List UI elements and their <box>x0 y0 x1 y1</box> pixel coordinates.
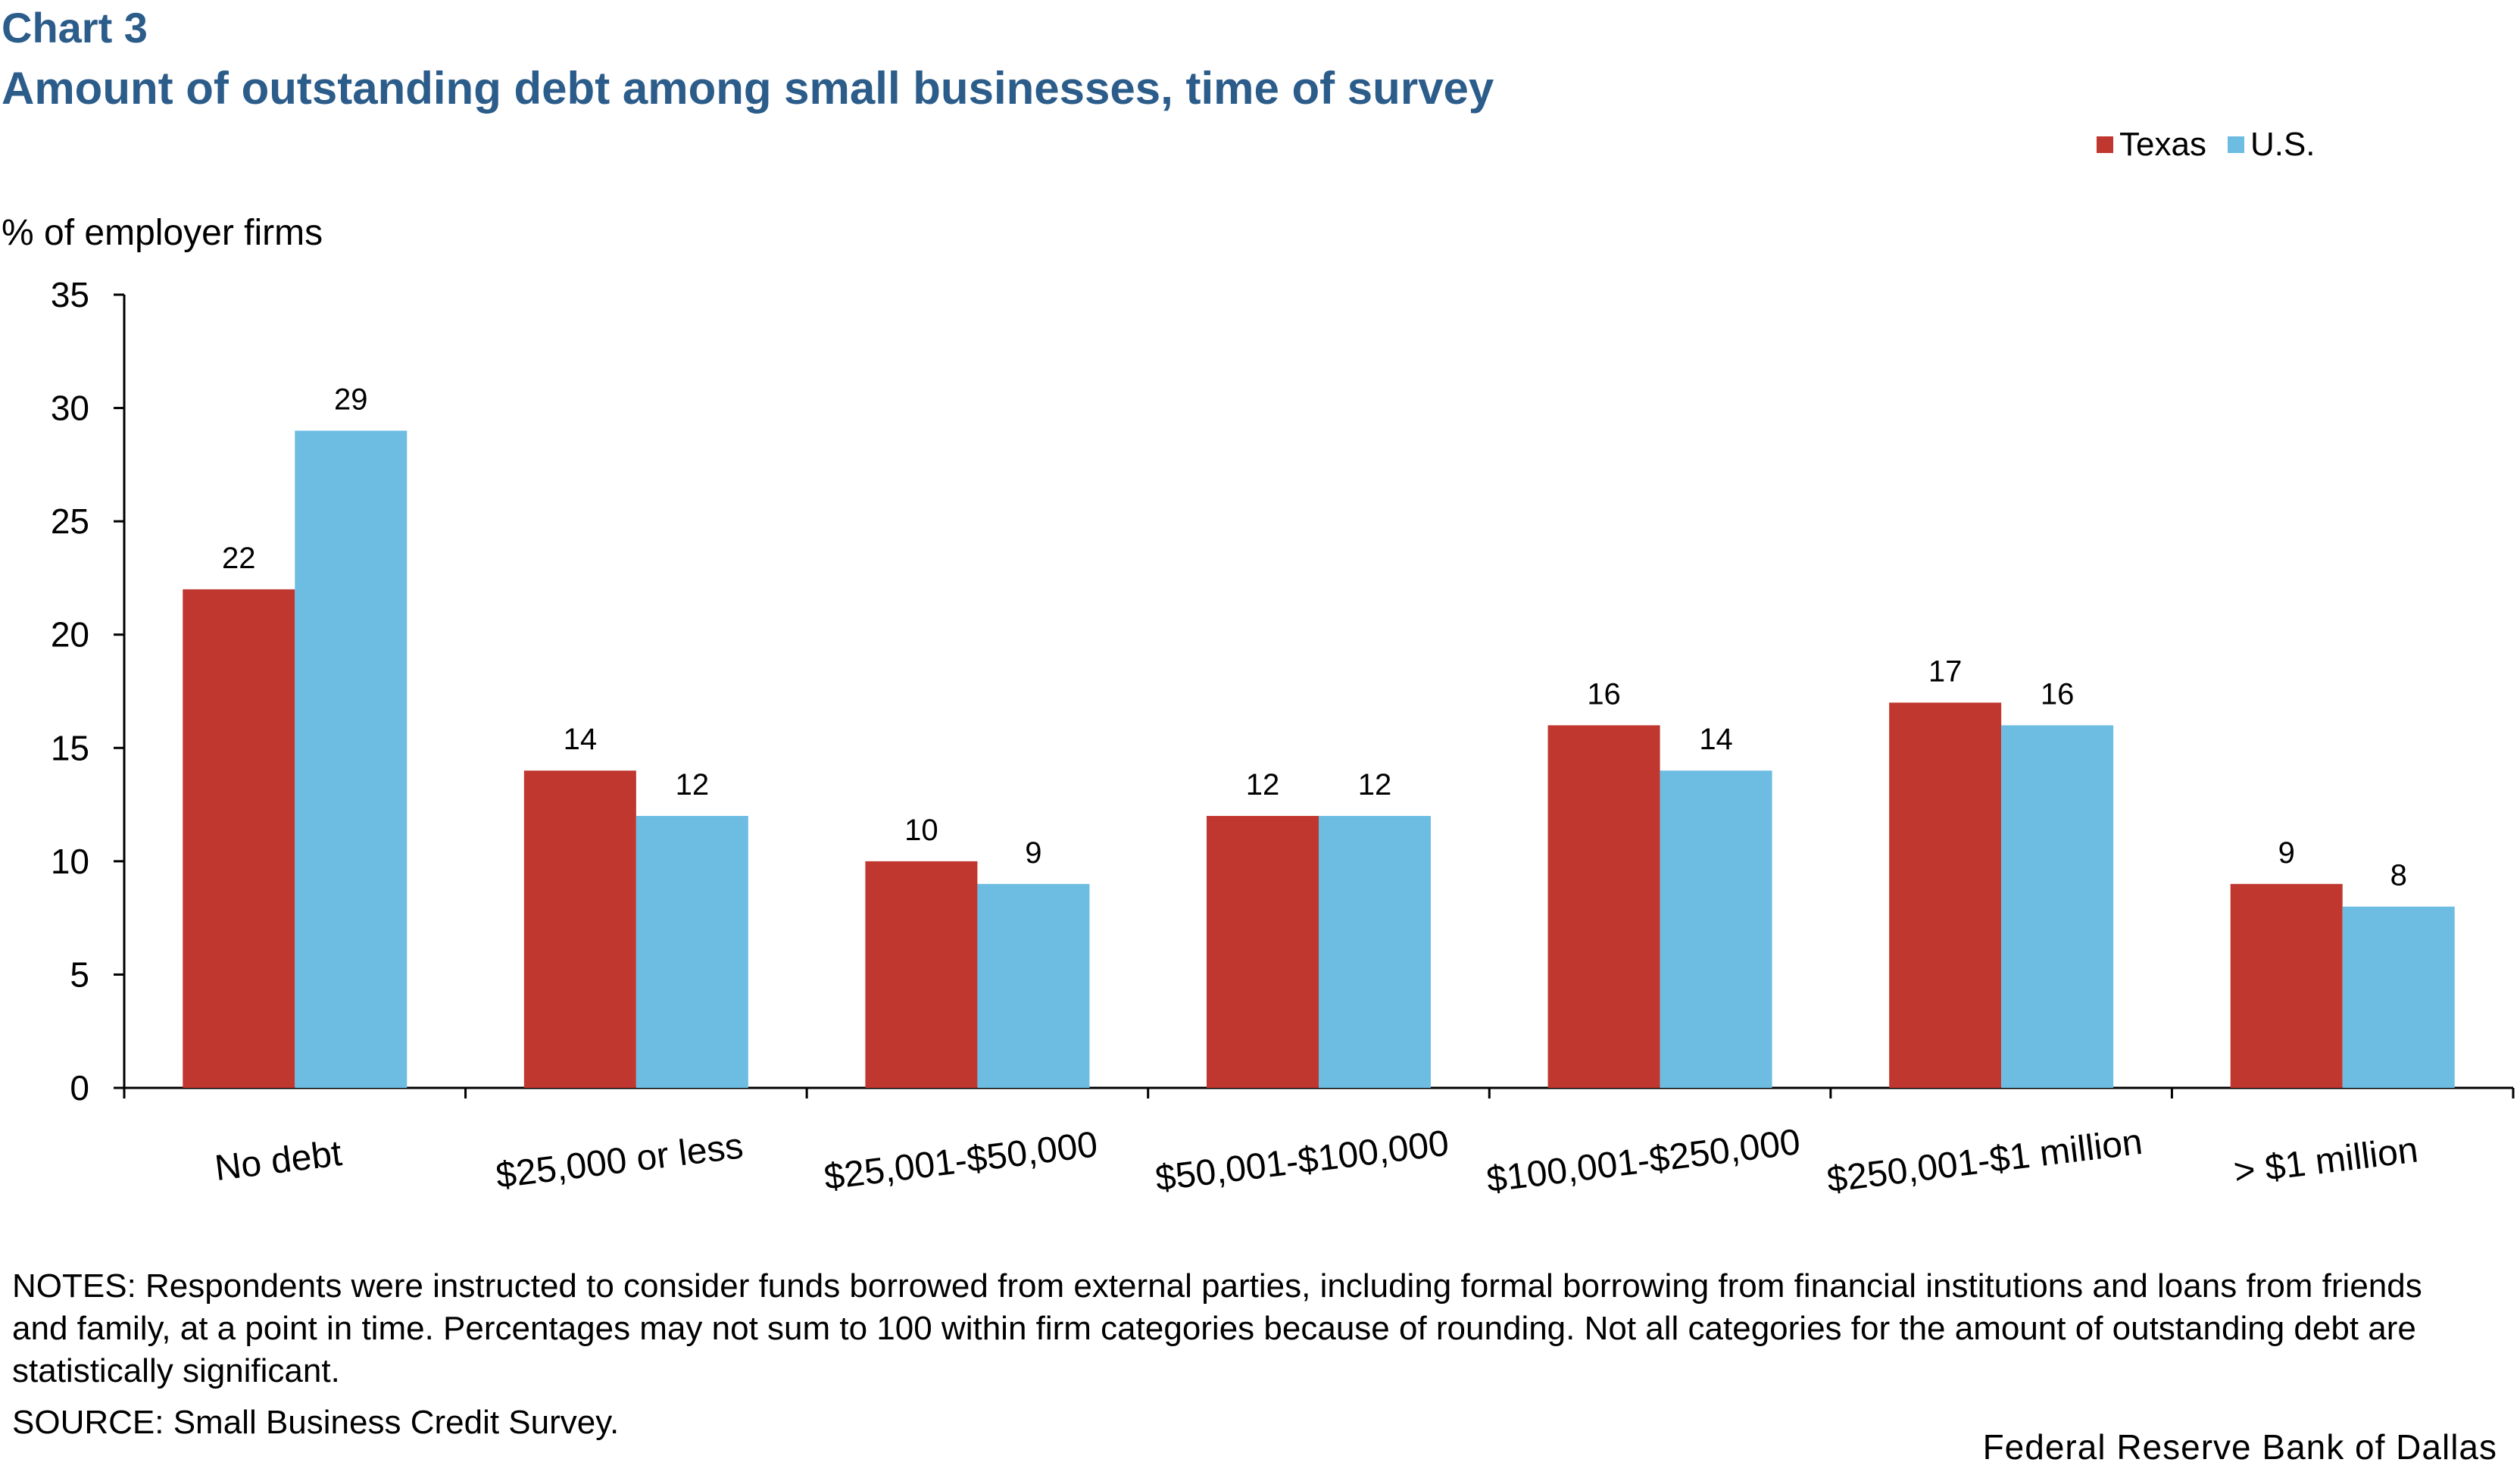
x-category-label: > $1 million <box>2231 1130 2420 1192</box>
bar-chart: 0 5 10 15 20 25 30 35 22 29 No debt 14 12 $25,000 or … <box>51 275 2515 1201</box>
x-category-label: $250,001-$1 million <box>1825 1122 2144 1201</box>
data-label-us: 8 <box>2390 859 2407 892</box>
bar-us <box>1660 770 1772 1088</box>
credit: Federal Reserve Bank of Dallas <box>1982 1427 2497 1467</box>
bar-us <box>1319 816 1431 1088</box>
bar-us <box>635 816 748 1088</box>
bar-texas <box>1547 725 1660 1088</box>
legend-swatch-us <box>2227 136 2244 153</box>
data-label-texas: 16 <box>1587 677 1621 711</box>
chart-number: Chart 3 <box>2 4 148 52</box>
y-tick-label: 5 <box>70 955 89 994</box>
data-label-us: 16 <box>2041 677 2075 711</box>
bar-texas <box>2230 883 2343 1088</box>
x-category-label: $25,000 or less <box>494 1126 745 1196</box>
x-category-label: $25,001-$50,000 <box>822 1124 1100 1198</box>
bar-us <box>2001 725 2114 1088</box>
y-tick-label: 15 <box>51 728 89 767</box>
data-label-texas: 9 <box>2278 836 2295 870</box>
x-category-label: $100,001-$250,000 <box>1485 1122 1803 1200</box>
data-label-us: 12 <box>1358 768 1392 802</box>
source: SOURCE: Small Business Credit Survey. <box>12 1404 620 1441</box>
data-label-us: 14 <box>1699 723 1733 756</box>
chart-title: Amount of outstanding debt among small b… <box>2 63 1494 114</box>
data-label-us: 9 <box>1025 836 1041 870</box>
y-tick-label: 0 <box>70 1068 89 1108</box>
x-category-label: No debt <box>213 1133 344 1189</box>
legend-item-us: U.S. <box>2227 126 2315 164</box>
y-tick-label: 35 <box>51 275 89 314</box>
x-category-label: $50,001-$100,000 <box>1153 1123 1450 1199</box>
legend: Texas U.S. <box>2097 126 2337 164</box>
y-tick-label: 20 <box>51 615 89 655</box>
legend-swatch-texas <box>2097 136 2113 153</box>
y-axis-label: % of employer firms <box>2 213 323 253</box>
bar-texas <box>865 861 978 1088</box>
data-label-us: 29 <box>334 383 368 416</box>
legend-label-texas: Texas <box>2119 126 2206 163</box>
legend-label-us: U.S. <box>2250 126 2315 163</box>
legend-item-texas: Texas <box>2097 126 2206 164</box>
data-label-texas: 10 <box>904 814 938 847</box>
y-tick-label: 10 <box>51 842 89 881</box>
bar-texas <box>183 589 295 1088</box>
data-label-texas: 22 <box>222 542 256 575</box>
bar-texas <box>523 770 636 1088</box>
data-label-texas: 17 <box>1928 655 1963 688</box>
y-tick-label: 25 <box>51 502 89 541</box>
bar-us <box>295 430 408 1088</box>
data-label-texas: 12 <box>1246 768 1280 802</box>
data-label-us: 12 <box>676 768 710 802</box>
data-label-texas: 14 <box>564 723 598 756</box>
bar-texas <box>1207 816 1319 1088</box>
notes: NOTES: Respondents were instructed to co… <box>12 1267 2422 1389</box>
y-tick-label: 30 <box>51 389 89 428</box>
bar-us <box>977 883 1090 1088</box>
bar-texas <box>1889 702 2002 1088</box>
bar-us <box>2342 906 2455 1088</box>
